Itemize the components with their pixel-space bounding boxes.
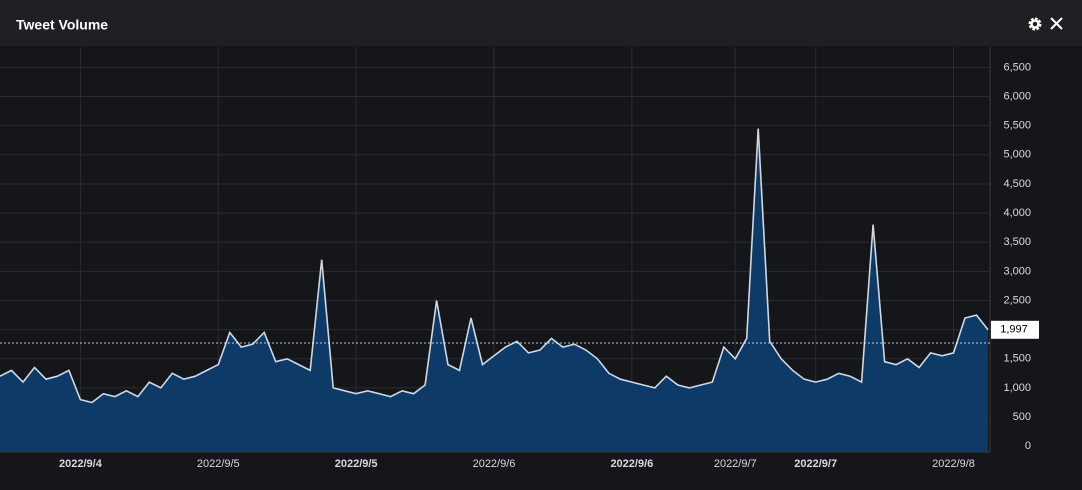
last-value-box <box>991 320 1039 339</box>
chart-title: Tweet Volume <box>16 17 108 33</box>
gear-icon <box>1028 17 1042 31</box>
y-tick-label: 4,000 <box>1003 207 1031 219</box>
y-tick-label: 1,000 <box>1003 382 1031 394</box>
y-tick-label: 500 <box>1013 411 1031 423</box>
y-tick-label: 3,500 <box>1003 236 1031 248</box>
close-icon <box>1050 17 1063 30</box>
y-tick-label: 4,500 <box>1003 178 1031 190</box>
header-bar <box>0 0 1082 46</box>
y-tick-label: 5,500 <box>1003 120 1031 132</box>
y-tick-label: 2,500 <box>1003 294 1031 306</box>
x-tick-label: 2022/9/6 <box>610 458 653 470</box>
plot: 05001,0001,5002,0002,5003,0003,5004,0004… <box>0 47 1039 470</box>
y-tick-label: 3,000 <box>1003 265 1031 277</box>
y-tick-label: 1,500 <box>1003 353 1031 365</box>
y-tick-label: 0 <box>1025 440 1031 452</box>
last-value-label: 1,997 <box>1000 324 1028 336</box>
area <box>0 128 988 452</box>
gear-icon <box>1030 19 1040 29</box>
x-tick-label: 2022/9/5 <box>197 458 240 470</box>
y-tick-label: 6,500 <box>1003 61 1031 73</box>
x-tick-label: 2022/9/7 <box>794 458 837 470</box>
x-tick-label: 2022/9/7 <box>714 458 757 470</box>
x-tick-label: 2022/9/8 <box>932 458 975 470</box>
settings-button[interactable] <box>1028 17 1042 31</box>
x-tick-label: 2022/9/6 <box>473 458 516 470</box>
x-tick-label: 2022/9/4 <box>59 458 103 470</box>
y-tick-label: 6,000 <box>1003 90 1031 102</box>
line <box>0 128 989 404</box>
y-tick-label: 5,000 <box>1003 149 1031 161</box>
close-button[interactable] <box>1050 17 1063 30</box>
x-tick-label: 2022/9/5 <box>335 458 378 470</box>
